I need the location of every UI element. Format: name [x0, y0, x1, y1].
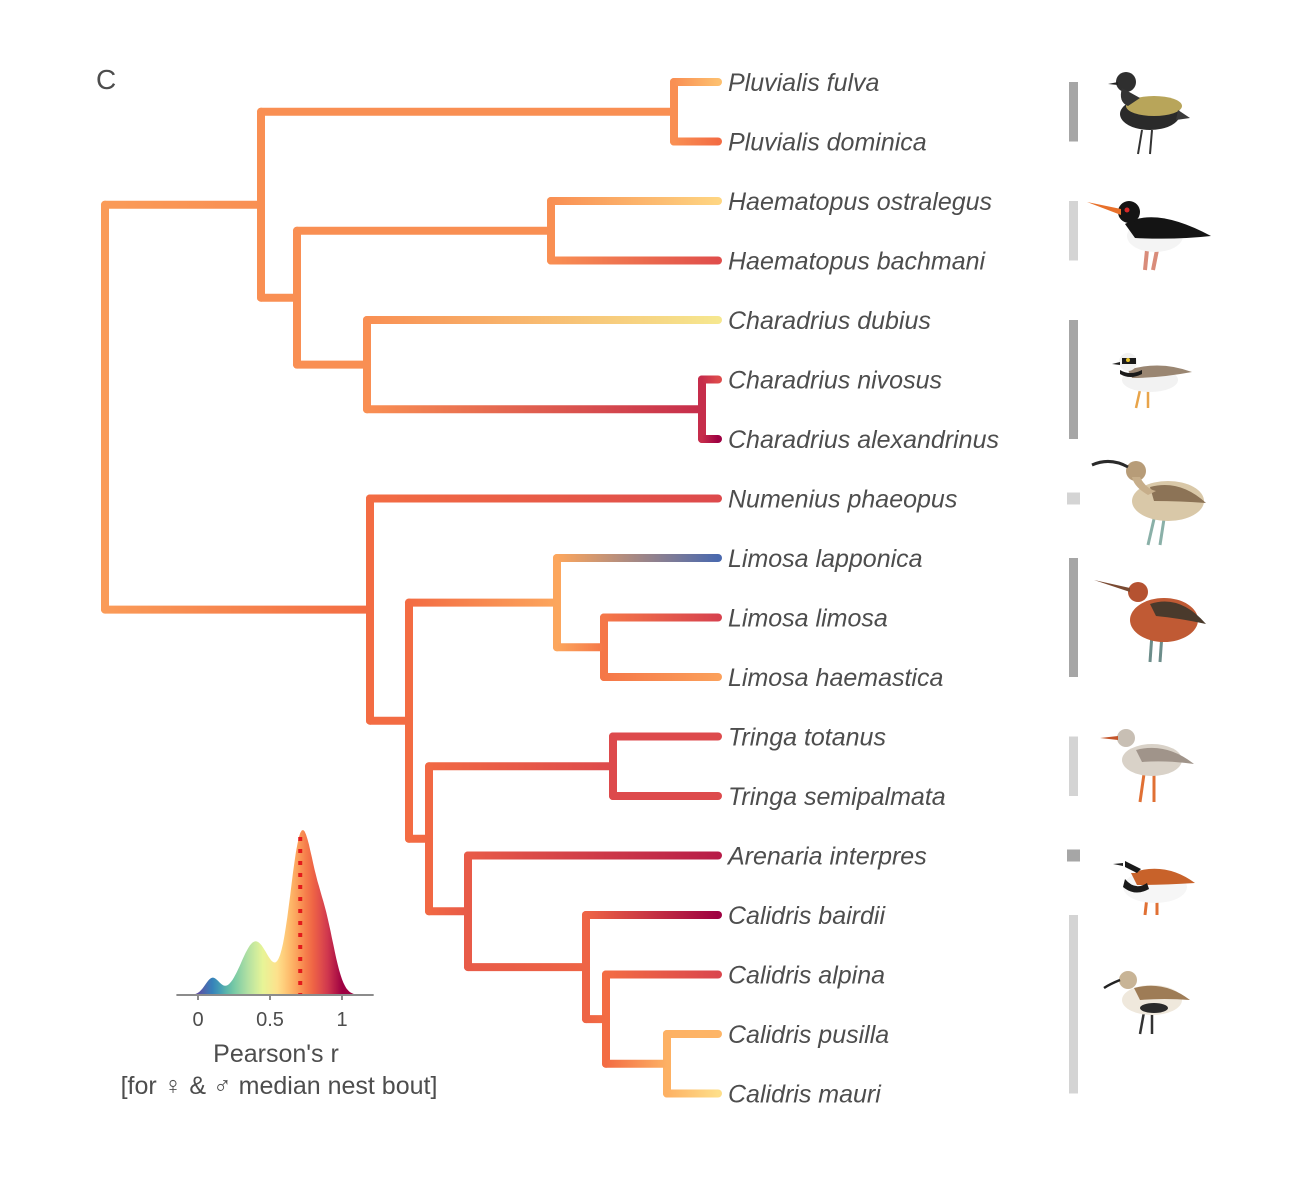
- golden-plover-icon: [1108, 72, 1190, 155]
- tip-label: Limosa lapponica: [728, 545, 923, 573]
- x-axis-subtitle: [for ♀ & ♂ median nest bout]: [121, 1072, 438, 1100]
- density-area: [179, 830, 370, 995]
- genus-bar: [1069, 82, 1078, 142]
- dunlin-icon: [1103, 971, 1190, 1035]
- x-tick-label: 1: [336, 1009, 347, 1031]
- ringed-plover-icon: [1112, 353, 1192, 409]
- tip-label: Charadrius alexandrinus: [728, 426, 999, 454]
- tip-label: Calidris bairdii: [728, 902, 886, 930]
- whimbrel-icon: [1091, 460, 1206, 546]
- tip-label: Numenius phaeopus: [728, 486, 957, 514]
- genus-bar: [1069, 736, 1078, 796]
- x-axis-title: Pearson's r: [213, 1040, 339, 1068]
- tip-label: Limosa limosa: [728, 605, 888, 633]
- tip-label-list: Pluvialis fulva Pluvialis dominica Haema…: [726, 69, 999, 1109]
- genus-bar: [1069, 320, 1078, 439]
- density-inset: 0 0.5 1 Pearson's r [for ♀ & ♂ median ne…: [121, 830, 438, 1100]
- tip-label: Charadrius nivosus: [728, 367, 942, 395]
- tip-label: Calidris mauri: [728, 1081, 882, 1109]
- genus-bar-list: [1067, 82, 1080, 1094]
- turnstone-icon: [1113, 853, 1195, 916]
- tip-label: Haematopus bachmani: [728, 248, 987, 276]
- x-tick-label: 0: [192, 1009, 203, 1031]
- tip-label: Tringa semipalmata: [728, 783, 946, 811]
- tip-label: Pluvialis fulva: [728, 69, 880, 97]
- godwit-icon: [1094, 580, 1206, 663]
- tip-label: Calidris pusilla: [728, 1021, 889, 1049]
- panel-label: C: [96, 64, 116, 95]
- genus-bar: [1069, 558, 1078, 677]
- tip-label: Pluvialis dominica: [728, 129, 927, 157]
- tip-label: Calidris alpina: [728, 962, 885, 990]
- tip-label: Tringa totanus: [728, 724, 886, 752]
- tip-label: Limosa haemastica: [728, 664, 943, 692]
- genus-bar: [1069, 201, 1078, 261]
- redshank-icon: [1100, 729, 1194, 803]
- x-tick-label: 0.5: [256, 1009, 284, 1031]
- genus-bar: [1069, 915, 1078, 1094]
- oystercatcher-icon: [1087, 201, 1211, 271]
- tip-label: Arenaria interpres: [726, 843, 927, 871]
- genus-bar: [1067, 492, 1080, 505]
- phylogenetic-tree: [101, 78, 722, 1098]
- tip-label: Haematopus ostralegus: [728, 188, 992, 216]
- tip-label: Charadrius dubius: [728, 307, 931, 335]
- genus-bar: [1067, 849, 1080, 862]
